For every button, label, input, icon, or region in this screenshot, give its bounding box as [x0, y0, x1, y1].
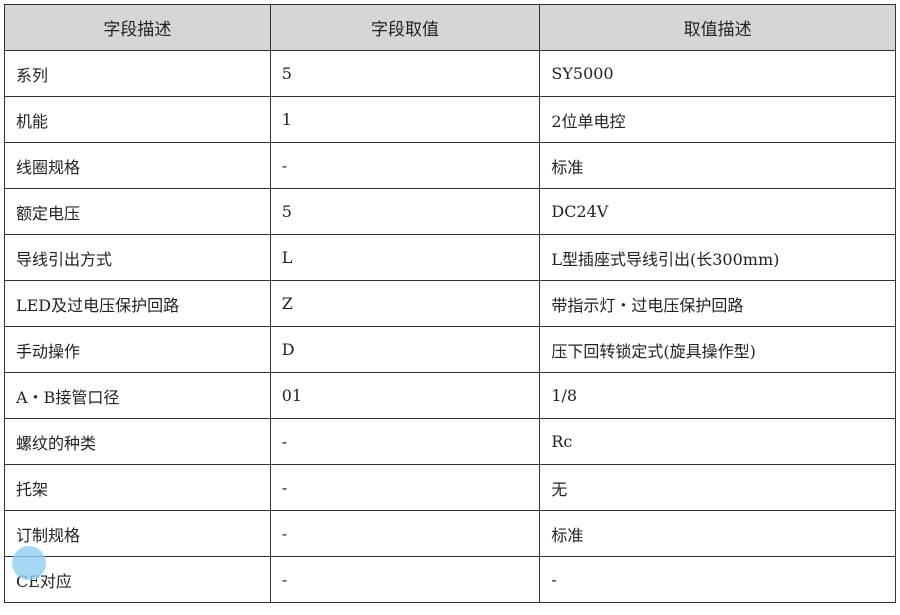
- cell-value-desc: 2位单电控: [539, 96, 896, 143]
- cell-value-desc: DC24V: [539, 188, 896, 235]
- table-row: 系列 5 SY5000: [4, 50, 896, 97]
- cell-field-value: -: [269, 510, 541, 557]
- table-header-row: 字段描述 字段取值 取值描述: [4, 4, 896, 51]
- cell-field-value: -: [269, 142, 541, 189]
- cell-field-desc: A・B接管口径: [4, 372, 271, 419]
- cell-value-desc: 1/8: [539, 372, 896, 419]
- header-field-desc: 字段描述: [4, 4, 271, 51]
- table-row: 机能 1 2位单电控: [4, 96, 896, 143]
- table-row: LED及过电压保护回路 Z 带指示灯・过电压保护回路: [4, 280, 896, 327]
- cell-field-value: L: [269, 234, 541, 281]
- cell-field-desc: CE对应: [4, 556, 271, 603]
- table-row: 线圈规格 - 标准: [4, 142, 896, 189]
- cell-field-desc: 额定电压: [4, 188, 271, 235]
- cell-field-value: Z: [269, 280, 541, 327]
- cell-field-desc: 订制规格: [4, 510, 271, 557]
- cell-field-desc: 机能: [4, 96, 271, 143]
- cell-field-value: -: [269, 464, 541, 511]
- cell-field-desc: LED及过电压保护回路: [4, 280, 271, 327]
- cell-field-desc: 螺纹的种类: [4, 418, 271, 465]
- cell-value-desc: SY5000: [539, 50, 896, 97]
- cell-field-desc: 线圈规格: [4, 142, 271, 189]
- cell-field-value: -: [269, 418, 541, 465]
- cell-field-desc: 手动操作: [4, 326, 271, 373]
- table-row: CE对应 - -: [4, 556, 896, 603]
- cell-value-desc: 压下回转锁定式(旋具操作型): [539, 326, 896, 373]
- cell-value-desc: L型插座式导线引出(长300mm): [539, 234, 896, 281]
- cell-field-value: -: [269, 556, 541, 603]
- cell-value-desc: -: [539, 556, 896, 603]
- cell-field-value: 5: [269, 50, 541, 97]
- cell-field-desc: 托架: [4, 464, 271, 511]
- cell-field-desc: 导线引出方式: [4, 234, 271, 281]
- table-row: 手动操作 D 压下回转锁定式(旋具操作型): [4, 326, 896, 373]
- header-field-value: 字段取值: [269, 4, 541, 51]
- cell-field-desc: 系列: [4, 50, 271, 97]
- table-row: A・B接管口径 01 1/8: [4, 372, 896, 419]
- cell-value-desc: 无: [539, 464, 896, 511]
- cell-field-value: D: [269, 326, 541, 373]
- table-row: 订制规格 - 标准: [4, 510, 896, 557]
- table-row: 额定电压 5 DC24V: [4, 188, 896, 235]
- table-row: 螺纹的种类 - Rc: [4, 418, 896, 465]
- header-value-desc: 取值描述: [539, 4, 896, 51]
- cell-value-desc: 标准: [539, 142, 896, 189]
- spec-table: 字段描述 字段取值 取值描述 系列 5 SY5000 机能 1 2位单电控 线圈规格 - 标准额…: [4, 4, 896, 603]
- cell-value-desc: Rc: [539, 418, 896, 465]
- cell-field-value: 5: [269, 188, 541, 235]
- cell-value-desc: 标准: [539, 510, 896, 557]
- table-row: 导线引出方式 L L型插座式导线引出(长300mm): [4, 234, 896, 281]
- cell-field-value: 01: [269, 372, 541, 419]
- cell-field-value: 1: [269, 96, 541, 143]
- table-row: 托架 - 无: [4, 464, 896, 511]
- cell-value-desc: 带指示灯・过电压保护回路: [539, 280, 896, 327]
